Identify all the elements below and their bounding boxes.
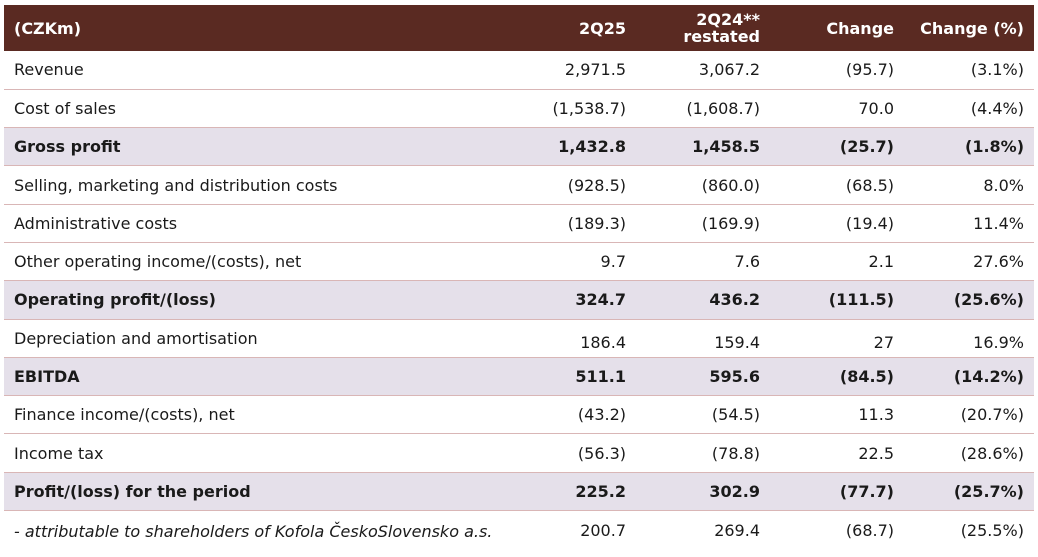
table-row: Cost of sales (1,538.7) (1,608.7) 70.0 (… [4,89,1034,128]
cell-2q24: 269.4 [714,521,760,541]
table-row-highlight: Operating profit/(loss) 324.7 436.2 (111… [4,280,1034,320]
table-row: Revenue 2,971.5 3,067.2 (95.7) (3.1%) [4,51,1034,90]
table-header: (CZKm) 2Q25 2Q24** restated Change Chang… [4,5,1034,51]
cell-2q25: (928.5) [567,175,626,195]
cell-change-percent: (25.5%) [960,521,1024,541]
header-row: (CZKm) 2Q25 2Q24** restated Change Chang… [4,5,1034,51]
cell-2q24: 302.9 [709,481,760,501]
cell-2q25: (43.2) [577,405,626,425]
cell-change-percent: (14.2%) [953,367,1024,387]
header-unit: (CZKm) [14,18,82,38]
header-2q24-restated: 2Q24** restated [636,5,770,51]
cell-2q24: 7.6 [734,252,760,272]
cell-change: (77.7) [839,481,894,501]
cell-2q25: (56.3) [577,443,626,463]
header-change: Change [826,18,894,38]
table-body: Revenue 2,971.5 3,067.2 (95.7) (3.1%) Co… [4,51,1034,551]
cell-change: 27 [873,332,894,352]
cell-2q25: 2,971.5 [564,60,626,80]
cell-2q25: (1,538.7) [552,98,626,118]
cell-2q25: 186.4 [580,332,626,352]
cell-2q24: 1,458.5 [692,137,760,157]
row-label: - attributable to shareholders of Kofola… [14,521,493,541]
cell-2q24: (54.5) [711,405,760,425]
cell-2q24: 595.6 [709,367,760,387]
cell-2q24: 436.2 [709,290,760,310]
cell-2q25: 9.7 [600,252,626,272]
row-label: Operating profit/(loss) [14,290,216,310]
table-row-highlight: Gross profit 1,432.8 1,458.5 (25.7) (1.8… [4,127,1034,166]
cell-change-percent: 27.6% [973,252,1024,272]
cell-change: (111.5) [828,290,894,310]
cell-change: (19.4) [845,213,894,233]
cell-2q24: (1,608.7) [686,98,760,118]
cell-change-percent: (4.4%) [970,98,1024,118]
cell-2q24: 3,067.2 [698,60,760,80]
cell-change-percent: (20.7%) [960,405,1024,425]
row-label: Selling, marketing and distribution cost… [14,175,338,195]
cell-change: (68.5) [845,175,894,195]
cell-change: 11.3 [858,405,894,425]
cell-2q25: (189.3) [567,213,626,233]
table-row: Administrative costs (189.3) (169.9) (19… [4,204,1034,243]
cell-2q25: 324.7 [575,290,626,310]
cell-2q25: 225.2 [575,481,626,501]
cell-change: 70.0 [858,98,894,118]
cell-change-percent: 11.4% [973,213,1024,233]
header-restated: restated [683,27,760,46]
row-label: Revenue [14,60,84,80]
table-row: Other operating income/(costs), net 9.7 … [4,242,1034,281]
cell-change: (95.7) [845,60,894,80]
table-row: Income tax (56.3) (78.8) 22.5 (28.6%) [4,434,1034,473]
cell-2q25: 1,432.8 [558,137,626,157]
row-label: Gross profit [14,137,121,157]
cell-2q24: (169.9) [701,213,760,233]
income-statement-table: (CZKm) 2Q25 2Q24** restated Change Chang… [4,5,1034,551]
table-row: Depreciation and amortisation 186.4 159.… [4,319,1034,358]
row-label: Other operating income/(costs), net [14,252,302,272]
row-label: Profit/(loss) for the period [14,481,251,501]
header-2q24: 2Q24** [696,10,760,29]
cell-change-percent: (1.8%) [965,137,1024,157]
cell-change: 2.1 [868,252,894,272]
row-label: Administrative costs [14,213,178,233]
table-row-highlight: Profit/(loss) for the period 225.2 302.9… [4,472,1034,511]
cell-change: (25.7) [839,137,894,157]
table-row: Selling, marketing and distribution cost… [4,166,1034,205]
cell-2q24: 159.4 [714,332,760,352]
cell-change-percent: 8.0% [983,175,1024,195]
cell-change-percent: 16.9% [973,332,1024,352]
header-change-percent: Change (%) [920,18,1024,38]
table-row: - attributable to shareholders of Kofola… [4,511,1034,551]
cell-change: 22.5 [858,443,894,463]
cell-change-percent: (25.6%) [953,290,1024,310]
cell-2q25: 200.7 [580,521,626,541]
row-label: EBITDA [14,367,80,387]
cell-2q24: (860.0) [701,175,760,195]
cell-change-percent: (25.7%) [953,481,1024,501]
cell-change-percent: (3.1%) [970,60,1024,80]
cell-change: (84.5) [839,367,894,387]
cell-change: (68.7) [845,521,894,541]
income-statement-table-wrapper: (CZKm) 2Q25 2Q24** restated Change Chang… [4,5,1034,551]
table-row-highlight: EBITDA 511.1 595.6 (84.5) (14.2%) [4,357,1034,396]
cell-2q25: 511.1 [575,367,626,387]
row-label: Cost of sales [14,98,116,118]
cell-change-percent: (28.6%) [960,443,1024,463]
cell-2q24: (78.8) [711,443,760,463]
row-label: Depreciation and amortisation [14,328,258,348]
row-label: Finance income/(costs), net [14,405,235,425]
row-label: Income tax [14,443,104,463]
table-row: Finance income/(costs), net (43.2) (54.5… [4,396,1034,434]
header-2q25: 2Q25 [579,18,626,38]
